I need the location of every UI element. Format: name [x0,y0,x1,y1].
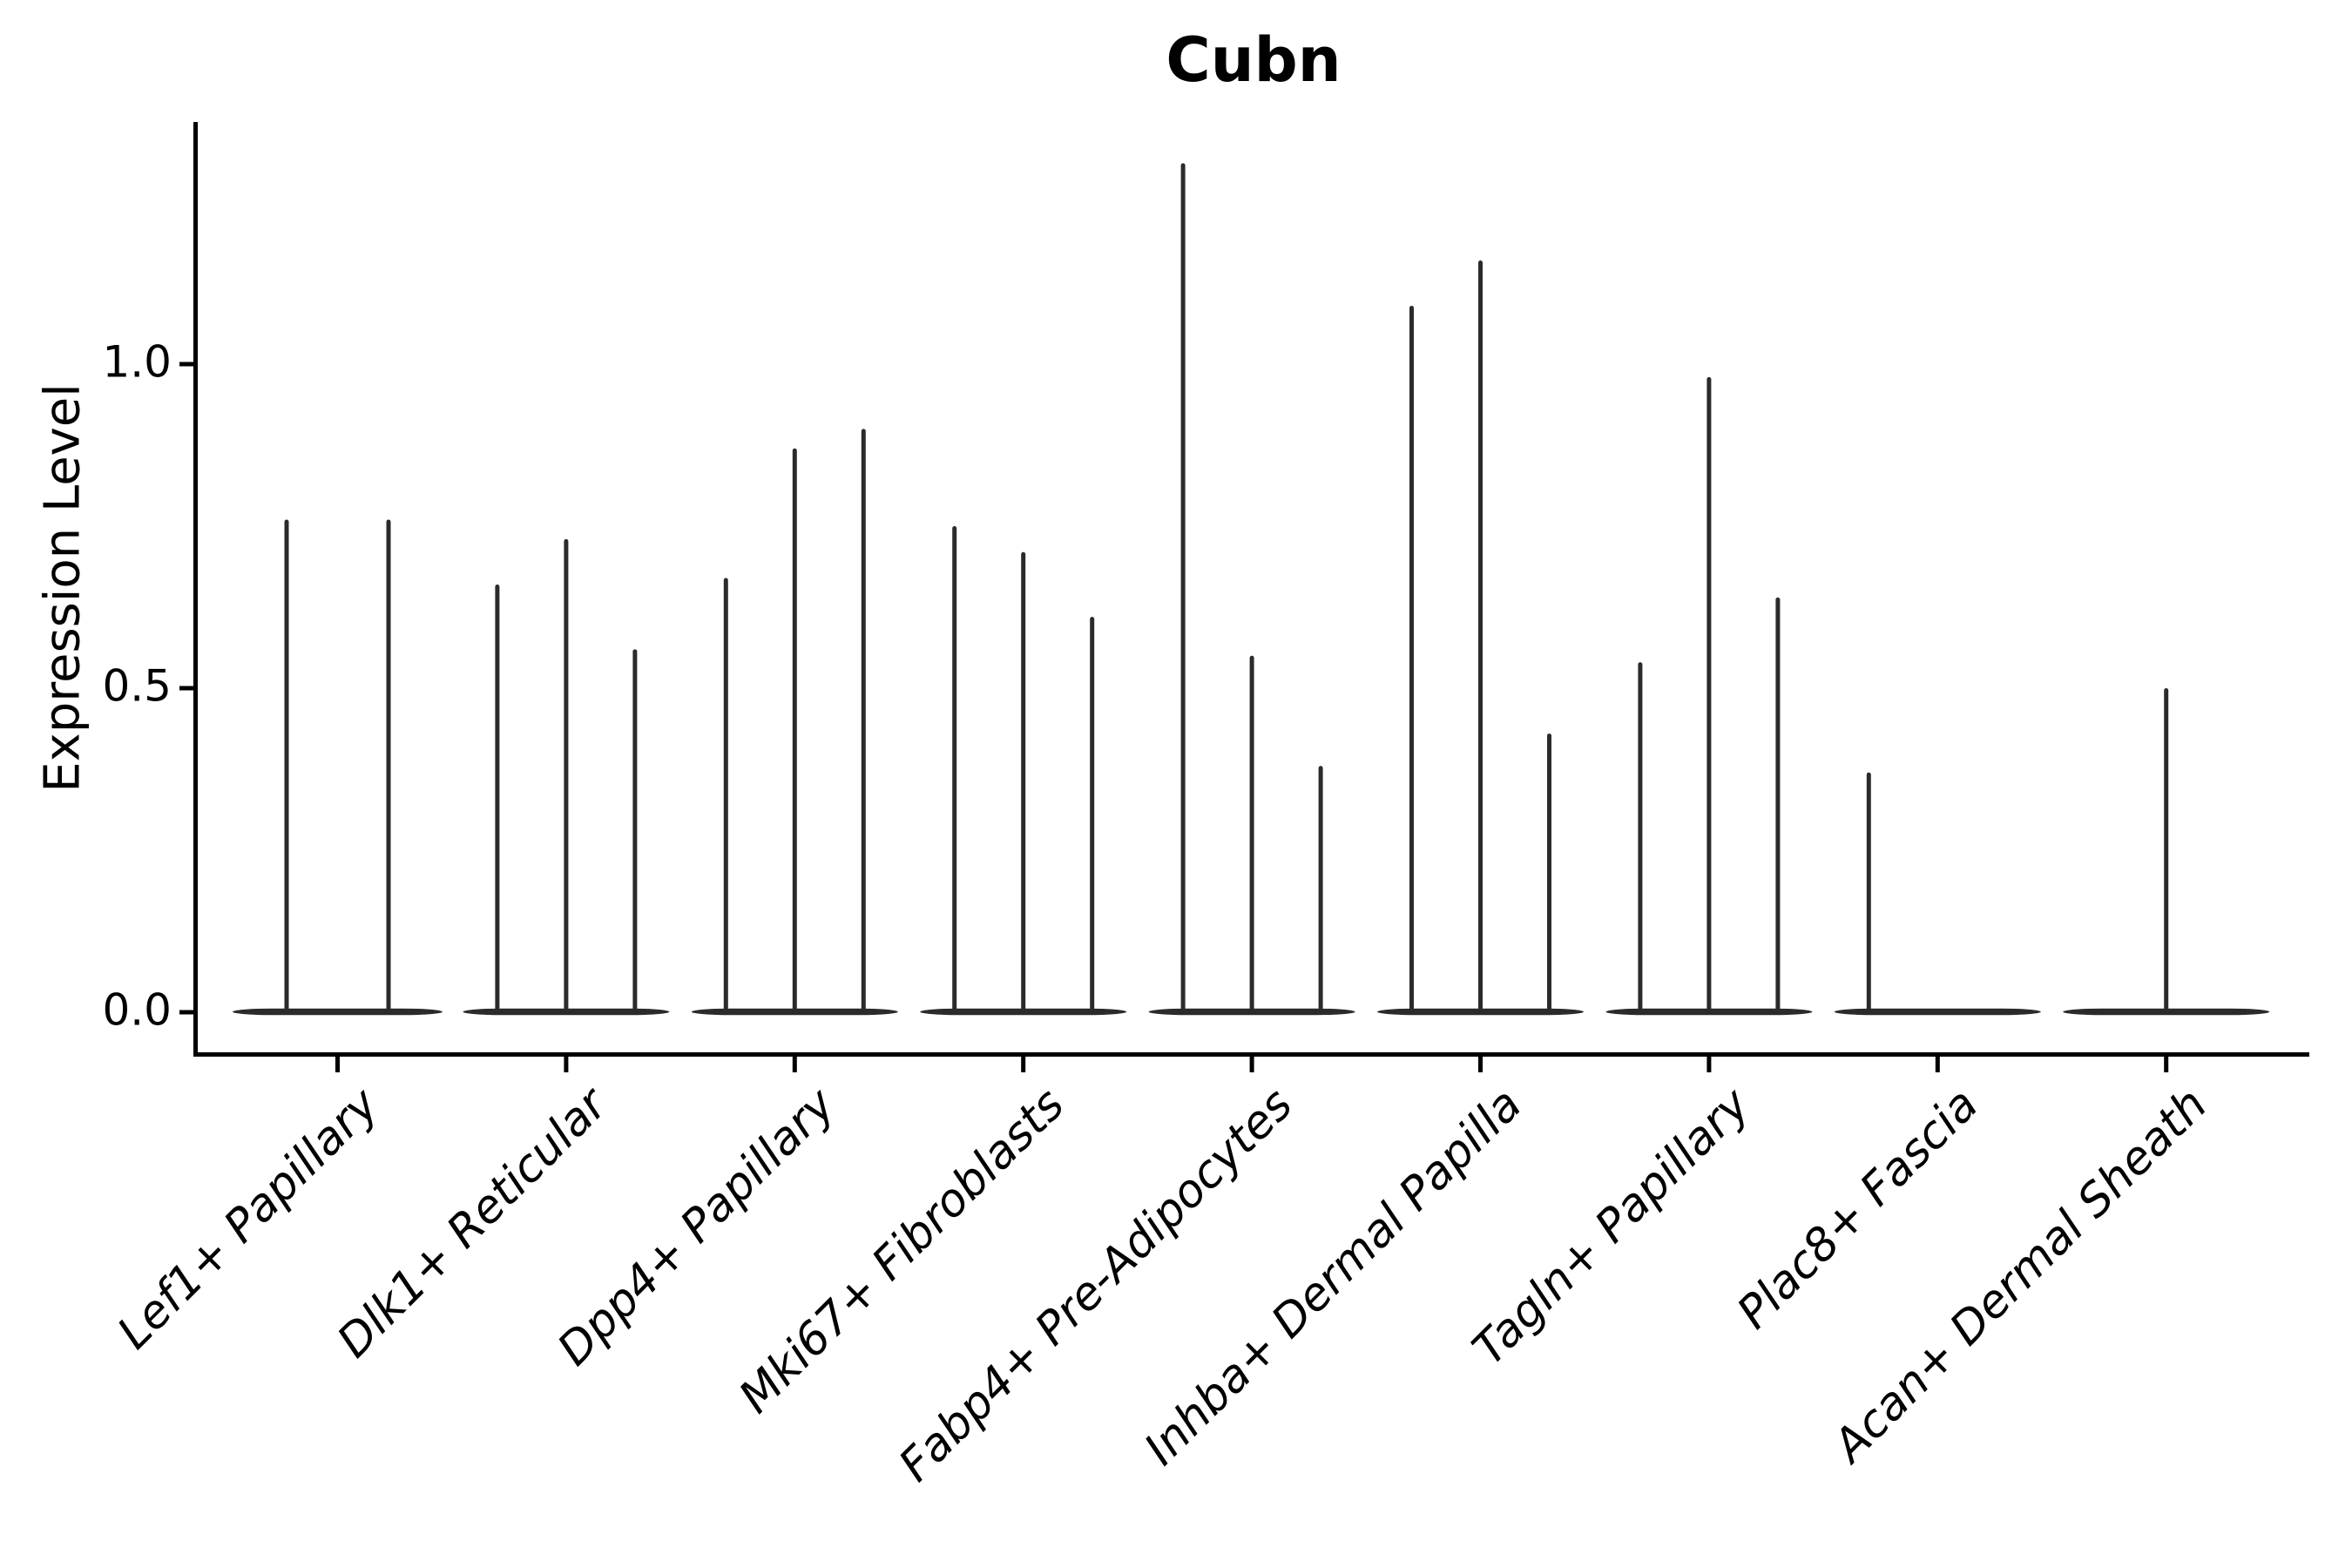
violin-spike [1547,733,1551,1012]
x-tick-mark [1478,1057,1483,1072]
violin-spike [952,526,957,1012]
violin-spike [632,649,638,1012]
violin-spike [1409,306,1414,1012]
y-axis-label: Expression Level [34,383,91,793]
violin-spike [1638,662,1643,1012]
x-tick-mark [335,1057,340,1072]
x-tick-mark [1935,1057,1940,1072]
violin-spike [723,578,728,1012]
x-axis-spine [193,1052,2309,1057]
violin-baseline [233,1008,443,1016]
violin-spike [1866,772,1871,1012]
violin-spike [564,538,569,1012]
x-tick-mark [1021,1057,1026,1072]
y-tick-label: 0.0 [102,984,172,1036]
y-tick-label: 1.0 [102,336,172,388]
x-tick-mark [2164,1057,2169,1072]
violin-spike [792,448,797,1012]
violin-spike [386,519,391,1012]
y-tick-mark [179,362,193,367]
violin-spike [495,584,500,1012]
violin-baseline [1834,1008,2041,1016]
y-tick-mark [179,686,193,691]
violin-spike [2164,688,2169,1012]
violin-spike [1707,376,1712,1012]
violin-spike [284,519,289,1012]
x-tick-mark [1249,1057,1254,1072]
violin-spike [1021,551,1026,1012]
violin-spike [1478,260,1483,1013]
violin-spike [1318,766,1323,1012]
chart-title: Cubn [1166,24,1342,96]
y-tick-mark [179,1010,193,1015]
x-tick-mark [792,1057,797,1072]
y-tick-label: 0.5 [102,660,172,712]
violin-spike [1090,617,1095,1012]
x-tick-mark [1707,1057,1712,1072]
violin-spike [861,429,866,1012]
violin-spike [1249,655,1254,1012]
violin-spike [1180,163,1186,1013]
x-tick-mark [564,1057,569,1072]
y-axis-spine [193,122,198,1057]
violin-spike [1775,597,1781,1012]
